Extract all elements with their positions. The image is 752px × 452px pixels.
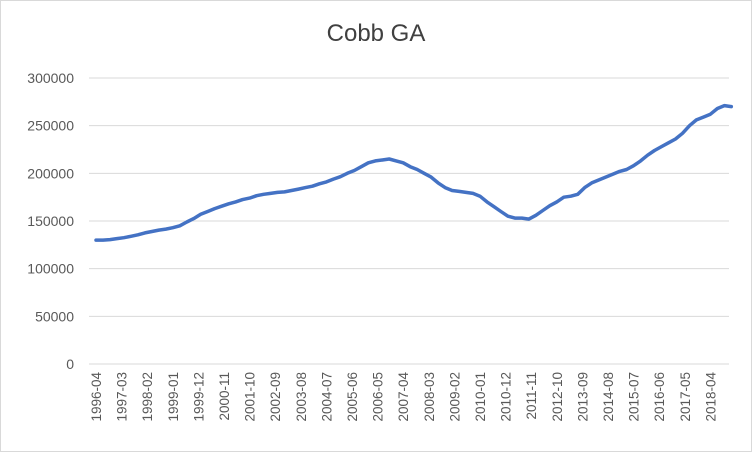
x-tick-label: 1998-02 [140, 372, 155, 422]
y-axis-ticks: 0 50000 100000 150000 200000 250000 300000 [27, 70, 74, 372]
x-tick-label: 2014-08 [601, 372, 616, 422]
y-tick-label: 200000 [27, 165, 74, 181]
x-tick-label: 1997-03 [115, 372, 130, 422]
x-tick-label: 2002-09 [268, 372, 283, 422]
x-tick-label: 2018-04 [703, 372, 718, 422]
x-tick-label: 2017-05 [678, 372, 693, 422]
x-tick-label: 1999-12 [191, 372, 206, 422]
x-tick-label: 1999-01 [166, 372, 181, 422]
x-tick-label: 2007-04 [396, 372, 411, 422]
x-tick-label: 2010-12 [499, 372, 514, 422]
x-tick-label: 2010-01 [473, 372, 488, 422]
x-tick-label: 2012-10 [550, 372, 565, 422]
x-tick-label: 2011-11 [524, 372, 539, 420]
y-tick-label: 100000 [27, 261, 74, 277]
x-tick-label: 2001-10 [243, 372, 258, 422]
y-tick-label: 50000 [35, 308, 74, 324]
y-tick-label: 150000 [27, 213, 74, 229]
series-line [94, 103, 734, 242]
x-axis-ticks: 1996-04 1997-03 1998-02 1999-01 1999-12 2000-… [89, 372, 718, 422]
x-tick-label: 2009-02 [447, 372, 462, 422]
x-tick-label: 2008-03 [422, 372, 437, 422]
x-tick-label: 2000-11 [217, 372, 232, 421]
y-tick-label: 300000 [27, 70, 74, 86]
x-tick-label: 2016-06 [652, 372, 667, 422]
x-tick-label: 2004-07 [319, 372, 334, 422]
y-tick-label: 0 [66, 356, 74, 372]
y-tick-label: 250000 [27, 118, 74, 134]
x-tick-label: 1996-04 [89, 372, 104, 422]
x-tick-label: 2015-07 [627, 372, 642, 422]
gridlines [89, 77, 729, 365]
chart-title: Cobb GA [326, 20, 426, 47]
x-tick-label: 2006-05 [371, 372, 386, 422]
x-tick-label: 2003-08 [294, 372, 309, 422]
x-tick-label: 2013-09 [575, 372, 590, 422]
series-layer [94, 103, 734, 242]
x-tick-label: 2005-06 [345, 372, 360, 422]
